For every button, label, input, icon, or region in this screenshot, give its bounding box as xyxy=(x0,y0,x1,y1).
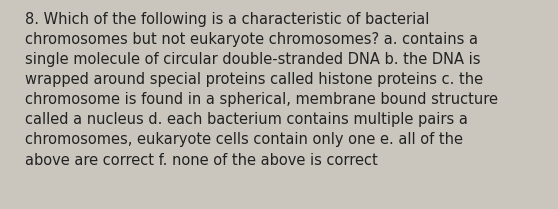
Text: 8. Which of the following is a characteristic of bacterial
chromosomes but not e: 8. Which of the following is a character… xyxy=(25,12,498,167)
